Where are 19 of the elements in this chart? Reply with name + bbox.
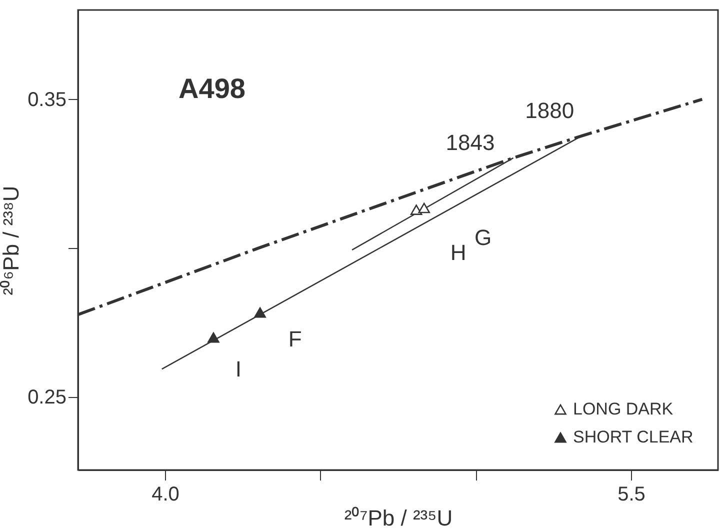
point bbox=[208, 332, 220, 343]
x-tick-label: 4.0 bbox=[152, 484, 180, 506]
annotation: 1843 bbox=[446, 130, 495, 155]
y-tick-label: 0.35 bbox=[28, 88, 66, 111]
x-tick-label: 5.5 bbox=[618, 484, 646, 506]
annotation: A498 bbox=[178, 73, 246, 104]
annotation: I bbox=[235, 356, 242, 382]
point bbox=[410, 204, 422, 215]
y-tick-label: 0.25 bbox=[28, 386, 66, 409]
y-axis-title: ²⁰⁶Pb / ²³⁸U bbox=[0, 186, 24, 296]
legend-label: LONG DARK bbox=[573, 400, 674, 418]
legend-label: SHORT CLEAR bbox=[573, 428, 694, 446]
x-axis-title: ²⁰⁷Pb / ²³⁵U bbox=[344, 506, 453, 530]
annotation: G bbox=[474, 224, 492, 250]
point bbox=[254, 307, 266, 318]
point bbox=[418, 202, 430, 214]
annotation: 1880 bbox=[525, 98, 574, 123]
annotation: H bbox=[450, 240, 466, 265]
annotation: F bbox=[288, 326, 302, 352]
